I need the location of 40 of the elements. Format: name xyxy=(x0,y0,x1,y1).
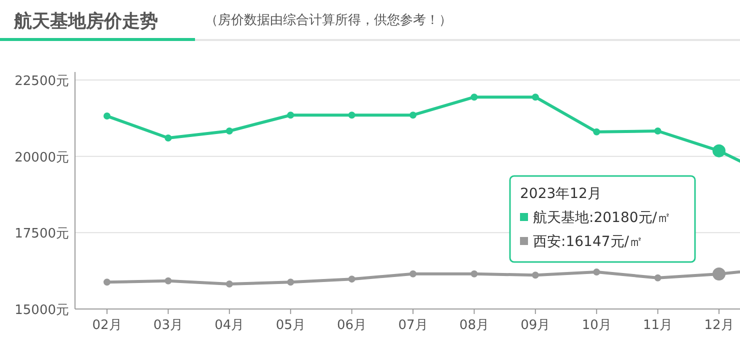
x-tick-label: 03月 xyxy=(153,318,183,333)
text: 航天基地:20180元/㎡ xyxy=(533,210,671,226)
annotation: 2023年12月 xyxy=(520,186,602,202)
point xyxy=(654,274,662,282)
point xyxy=(287,278,294,286)
point xyxy=(654,127,662,134)
x-tick-label: 05月 xyxy=(276,318,306,333)
x-tick-label: 09月 xyxy=(520,318,550,333)
x-tick-label: 10月 xyxy=(582,318,612,333)
point xyxy=(287,112,294,119)
x-tick-label: 11月 xyxy=(643,318,673,333)
point xyxy=(410,112,416,119)
point xyxy=(104,112,110,120)
y-tick-label: 22500元 xyxy=(14,74,69,89)
point xyxy=(470,270,478,278)
y-tick-label: 20000元 xyxy=(14,150,69,166)
point xyxy=(593,128,600,136)
x-tick-label: 02月 xyxy=(92,318,122,333)
point xyxy=(348,112,356,119)
x-tick-label: 08月 xyxy=(459,318,489,333)
point xyxy=(104,278,110,286)
point xyxy=(348,276,356,283)
x-tick-label: 06月 xyxy=(337,318,367,333)
point xyxy=(226,127,233,134)
y-tick-label: 17500元 xyxy=(14,226,69,242)
point xyxy=(410,270,416,278)
point xyxy=(164,277,172,284)
x-tick-label: 04月 xyxy=(214,318,244,333)
y-tick-label: 15000元 xyxy=(14,303,69,318)
point xyxy=(470,94,478,101)
x-tick-label: 07月 xyxy=(398,318,428,333)
point xyxy=(593,268,600,276)
text: 西安:16147元/㎡ xyxy=(533,234,643,250)
point xyxy=(532,272,539,279)
point xyxy=(164,134,172,142)
chart-title: 航天基地房价走势 xyxy=(13,11,158,32)
x-tick-label: 12月 xyxy=(704,318,734,333)
point xyxy=(532,94,539,101)
chart-subtitle: （房价数据由综合计算所得，供您参考！） xyxy=(205,12,452,28)
point xyxy=(226,280,233,288)
